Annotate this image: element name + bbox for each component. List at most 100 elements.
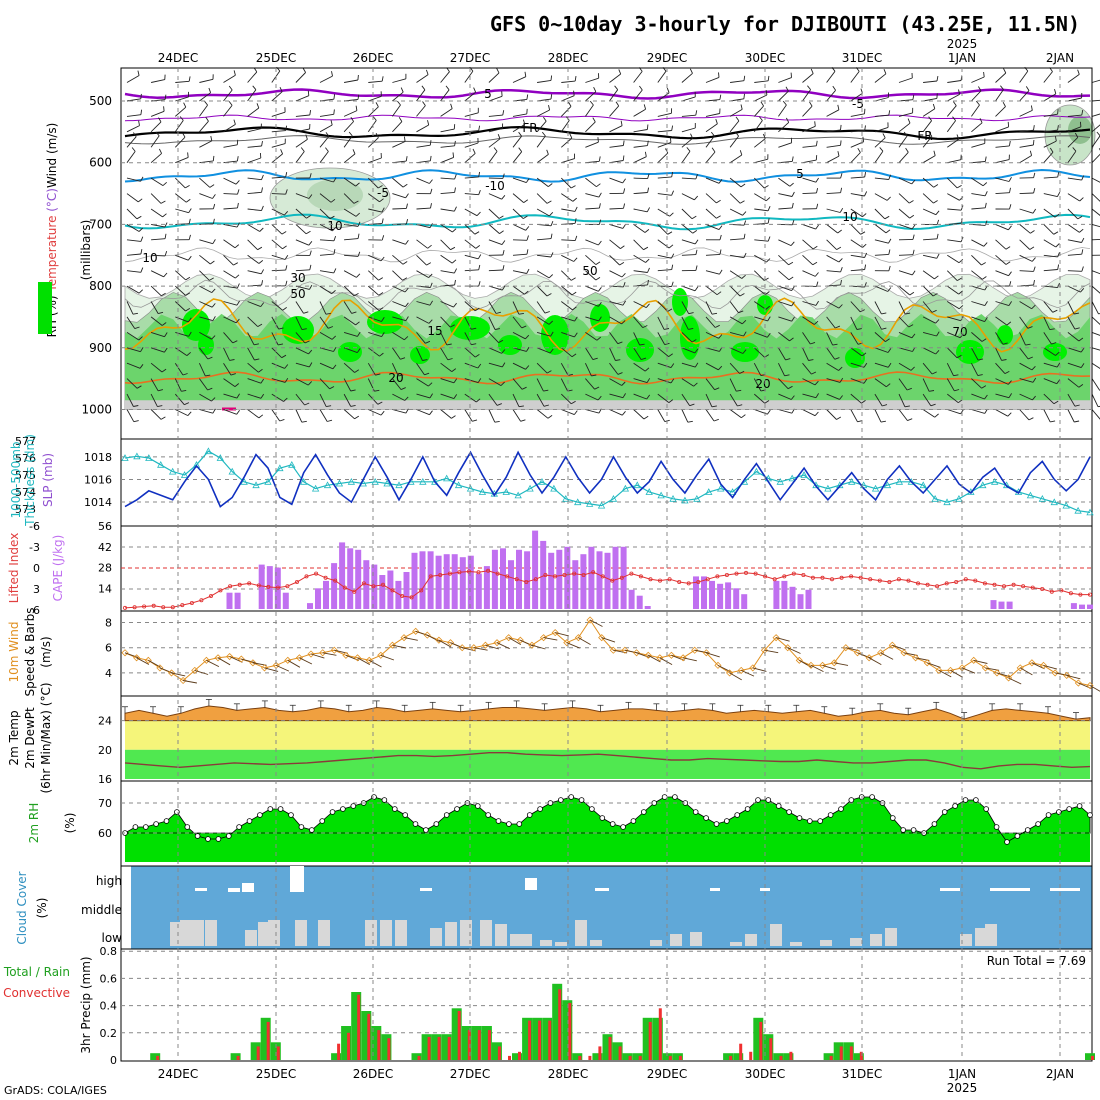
wind-10m-barb — [1066, 674, 1081, 680]
thickness-label-2: Thickness (dm) — [23, 434, 37, 527]
lifted-index-marker — [266, 584, 271, 589]
wind-speed-marker — [691, 646, 699, 654]
wind-barb — [850, 316, 858, 330]
wind-barb-flag — [671, 125, 674, 131]
wind-10m-barb — [752, 667, 767, 672]
cape-bar — [435, 555, 442, 609]
wind-barb — [1067, 177, 1082, 181]
precip-total-bar — [461, 1026, 472, 1060]
wind-barb — [995, 89, 1004, 102]
wind-barb — [633, 347, 642, 360]
temp-tick: 24 — [98, 715, 112, 728]
thickness-line-marker — [133, 452, 141, 460]
wind-barb-flag — [550, 252, 554, 258]
precip-convective-bar — [538, 1020, 542, 1060]
wind-barb-flag — [718, 225, 723, 230]
wind-barb-flag — [1081, 237, 1085, 243]
precip-convective-bar — [528, 1020, 532, 1060]
wind-barb — [971, 332, 983, 342]
wind-barb-flag — [1074, 312, 1080, 315]
wind-barb-flag — [694, 239, 699, 245]
precip-convective-bar — [417, 1055, 421, 1060]
wind-barb-flag — [327, 419, 333, 422]
rh-2m-marker — [817, 818, 823, 824]
wind-barb-flag — [975, 100, 980, 106]
wind-barb — [536, 285, 548, 297]
thickness-line-marker — [585, 500, 594, 507]
wind-barb — [271, 269, 286, 272]
wind-barb-flag — [499, 230, 504, 234]
wind-barb-flag — [933, 200, 938, 204]
wind-barb-flag — [424, 372, 430, 376]
wind-barb-flag — [187, 255, 192, 261]
wind-barb-flag — [381, 332, 385, 337]
wind-barb-flag — [518, 131, 522, 137]
bottom-date-axis: 24DEC 25DEC 26DEC 27DEC 28DEC 29DEC 30DEC 31DEC… — [158, 1067, 1074, 1095]
wind-barb — [1019, 284, 1034, 287]
wind-barb — [536, 316, 550, 325]
contour-label: 5 — [484, 87, 492, 101]
wind-barb-flag — [981, 338, 987, 342]
lifted-index-marker — [447, 571, 452, 576]
wind-barb-flag — [641, 357, 647, 361]
wind-barb — [705, 285, 718, 296]
wind-barb-flag — [211, 303, 216, 308]
wind-barb — [392, 347, 401, 360]
wind-barb — [898, 152, 909, 163]
cape-bar — [475, 573, 482, 609]
wind-10m-barb — [194, 669, 209, 675]
wind-barb — [392, 121, 403, 133]
wind-barb — [199, 120, 209, 133]
rh-2m-marker — [246, 818, 253, 824]
wind-barb — [657, 393, 670, 403]
wind-barb-flag — [136, 215, 142, 220]
wind-barb-flag — [984, 301, 988, 306]
wind-barb — [681, 316, 689, 330]
lifted-index-marker — [772, 577, 777, 582]
wind-10m-barb — [834, 662, 849, 666]
lifted-index-marker — [1030, 585, 1035, 590]
top-date-label: 2JAN — [1046, 51, 1074, 65]
wind-barb-flag — [357, 74, 359, 81]
wind-barb-flag — [454, 187, 456, 193]
wind-barb-flag — [810, 341, 816, 345]
wind-barb-flag — [741, 274, 746, 279]
wind-barb — [343, 301, 352, 314]
wind-barb — [488, 239, 503, 246]
wind-10m-barb — [1008, 677, 1022, 685]
wind-barb — [368, 157, 382, 164]
wind-barb — [1091, 347, 1100, 351]
wind-barb — [1019, 362, 1033, 371]
wind-barb — [898, 378, 908, 391]
wind-barb-flag — [1079, 228, 1084, 233]
wind-10m-barb — [415, 630, 430, 637]
precip-convective-bar — [759, 1021, 763, 1060]
rh-contour-50 — [124, 279, 1091, 310]
wind-barb-flag — [664, 328, 670, 330]
wind-barb — [826, 347, 836, 360]
rh-2m-marker — [319, 818, 326, 824]
wind-barb — [488, 138, 501, 148]
wind-barb — [971, 207, 986, 210]
wind-barb-flag — [372, 116, 377, 121]
high-cloud-block — [990, 888, 1030, 891]
wind-barb — [1067, 74, 1080, 83]
wind-barb — [850, 239, 863, 248]
wind-barb-flag — [478, 281, 481, 287]
wind-barb — [416, 362, 425, 376]
precip-convective-bar — [829, 1055, 833, 1060]
cape-bar — [805, 589, 812, 609]
rh-high-blob — [198, 335, 214, 355]
contour-label: 10 — [327, 219, 342, 233]
wind-speed-marker — [214, 654, 222, 662]
wind-barb — [440, 177, 455, 180]
wind-barb-flag — [1033, 125, 1035, 131]
wind-barb-flag — [284, 364, 289, 369]
wind-barb — [223, 332, 234, 344]
wind-barb — [536, 347, 551, 354]
wind-barb — [1091, 135, 1100, 148]
wind-barb-flag — [185, 198, 191, 203]
top-date-label: 30DEC — [745, 51, 785, 65]
wind-barb — [392, 409, 407, 414]
wind-barb-flag — [668, 399, 674, 403]
